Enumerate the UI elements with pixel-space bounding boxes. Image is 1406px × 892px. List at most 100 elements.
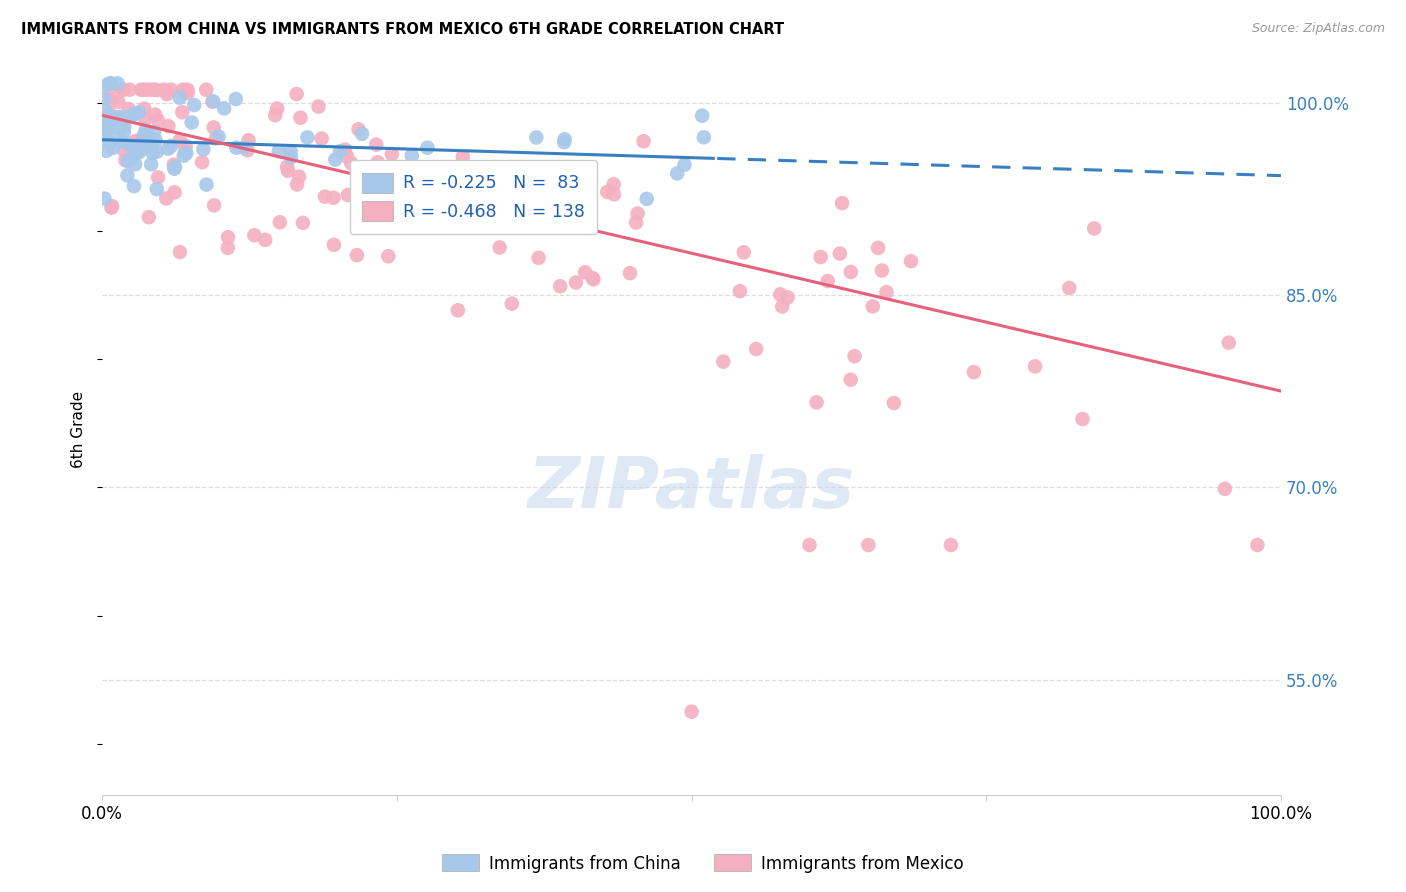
Point	[117, 154, 139, 169]
Point	[207, 129, 229, 144]
Point	[439, 170, 461, 185]
Point	[145, 133, 167, 147]
Point	[97, 77, 120, 91]
Point	[225, 92, 247, 106]
Point	[160, 83, 183, 97]
Point	[409, 175, 432, 189]
Point	[193, 142, 215, 156]
Point	[121, 108, 143, 122]
Text: Source: ZipAtlas.com: Source: ZipAtlas.com	[1251, 22, 1385, 36]
Point	[141, 140, 163, 154]
Point	[366, 137, 388, 152]
Point	[127, 145, 149, 159]
Point	[633, 134, 655, 148]
Point	[311, 131, 333, 145]
Point	[266, 102, 288, 116]
Point	[1218, 335, 1240, 350]
Point	[107, 115, 129, 129]
Point	[132, 135, 155, 149]
Point	[770, 300, 793, 314]
Point	[347, 122, 370, 136]
Point	[153, 83, 176, 97]
Point	[114, 153, 136, 168]
Point	[180, 115, 202, 129]
Point	[174, 139, 197, 153]
Point	[693, 130, 716, 145]
Point	[172, 105, 194, 120]
Point	[93, 92, 115, 106]
Point	[202, 95, 225, 109]
Point	[602, 178, 624, 192]
Point	[285, 178, 308, 192]
Point	[868, 241, 890, 255]
Point	[169, 245, 191, 260]
Point	[132, 83, 155, 97]
Point	[148, 113, 170, 128]
Point	[806, 395, 828, 409]
Point	[711, 354, 734, 368]
Point	[810, 250, 832, 264]
Point	[457, 169, 479, 184]
Point	[844, 349, 866, 363]
Point	[900, 254, 922, 268]
Point	[336, 149, 359, 163]
Point	[603, 187, 626, 202]
Point	[288, 169, 311, 184]
Point	[97, 119, 120, 133]
Point	[329, 145, 352, 159]
Point	[350, 127, 373, 141]
Point	[267, 145, 290, 159]
Point	[157, 142, 180, 156]
Point	[297, 130, 319, 145]
Point	[143, 83, 166, 97]
Point	[122, 106, 145, 120]
Point	[554, 132, 576, 146]
Point	[346, 248, 368, 262]
Point	[127, 134, 149, 148]
Point	[280, 150, 302, 164]
Point	[105, 120, 128, 135]
Point	[111, 83, 134, 97]
Point	[681, 705, 703, 719]
Point	[134, 112, 156, 126]
Point	[451, 150, 474, 164]
Point	[212, 101, 235, 115]
Point	[100, 76, 122, 90]
Point	[112, 120, 135, 134]
Point	[323, 153, 346, 167]
Point	[673, 158, 696, 172]
Point	[98, 106, 121, 120]
Point	[217, 230, 239, 244]
Point	[163, 160, 186, 174]
Point	[101, 111, 124, 125]
Point	[254, 233, 277, 247]
Point	[1071, 412, 1094, 426]
Point	[173, 149, 195, 163]
Point	[122, 179, 145, 194]
Point	[146, 145, 169, 159]
Point	[322, 237, 344, 252]
Point	[276, 160, 298, 174]
Point	[1024, 359, 1046, 374]
Point	[553, 135, 575, 149]
Point	[314, 189, 336, 203]
Point	[112, 83, 135, 97]
Point	[264, 108, 287, 122]
Point	[117, 137, 139, 152]
Point	[98, 136, 121, 150]
Point	[124, 157, 146, 171]
Point	[225, 141, 247, 155]
Point	[169, 133, 191, 147]
Point	[243, 228, 266, 243]
Point	[322, 191, 344, 205]
Point	[238, 133, 260, 147]
Point	[132, 128, 155, 142]
Point	[155, 191, 177, 205]
Point	[134, 102, 156, 116]
Point	[548, 279, 571, 293]
Point	[565, 276, 588, 290]
Point	[574, 265, 596, 279]
Point	[129, 143, 152, 157]
Point	[831, 196, 853, 211]
Point	[488, 240, 510, 254]
